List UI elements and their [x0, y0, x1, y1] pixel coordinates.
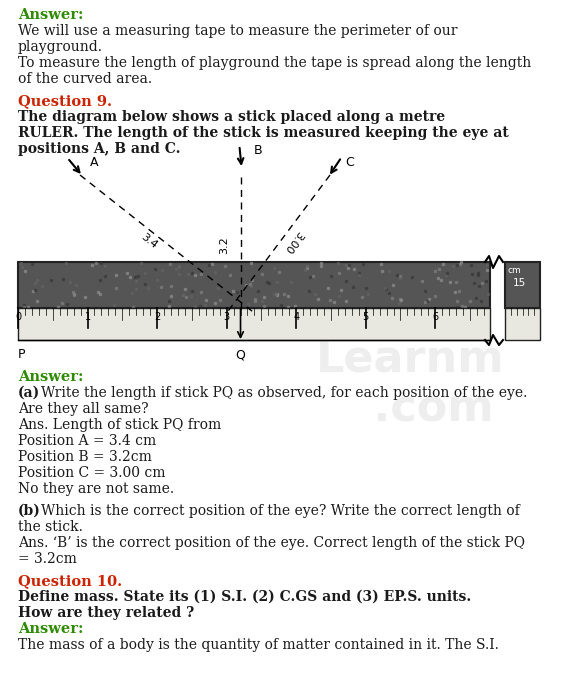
Text: 2: 2 [154, 312, 160, 322]
Text: C: C [345, 156, 355, 170]
Text: RULER. The length of the stick is measured keeping the eye at: RULER. The length of the stick is measur… [18, 126, 509, 140]
Text: A: A [89, 156, 98, 170]
Text: Question 10.: Question 10. [18, 574, 122, 588]
Text: Learnm
   .com: Learnm .com [316, 338, 504, 430]
Text: Which is the correct position of the eye? Write the correct length of: Which is the correct position of the eye… [41, 504, 520, 518]
Text: 3.00: 3.00 [282, 229, 305, 254]
Text: Write the length if stick PQ as observed, for each position of the eye.: Write the length if stick PQ as observed… [41, 386, 527, 400]
Text: cm: cm [508, 266, 522, 275]
Text: positions A, B and C.: positions A, B and C. [18, 142, 181, 156]
Text: 6: 6 [432, 312, 438, 322]
Text: 0: 0 [15, 312, 21, 322]
Text: 3.4: 3.4 [139, 232, 159, 251]
Text: Question 9.: Question 9. [18, 94, 112, 108]
Text: Q: Q [235, 348, 246, 361]
Text: Are they all same?: Are they all same? [18, 402, 149, 416]
Bar [505, 262, 540, 308]
Text: Ans. ‘B’ is the correct position of the eye. Correct length of the stick PQ: Ans. ‘B’ is the correct position of the … [18, 536, 525, 550]
Text: B: B [254, 144, 263, 156]
Text: No they are not same.: No they are not same. [18, 482, 174, 496]
Text: Answer:: Answer: [18, 370, 83, 384]
Text: Ans. Length of stick PQ from: Ans. Length of stick PQ from [18, 418, 221, 432]
Text: 3: 3 [223, 312, 230, 322]
Bar [18, 308, 490, 340]
Text: Answer:: Answer: [18, 622, 83, 636]
Text: Position B = 3.2cm: Position B = 3.2cm [18, 450, 152, 464]
Text: To measure the length of playground the tape is spread along the length: To measure the length of playground the … [18, 56, 531, 70]
Text: Define mass. State its (1) S.I. (2) C.GS and (3) EP.S. units.: Define mass. State its (1) S.I. (2) C.GS… [18, 590, 471, 604]
Text: the stick.: the stick. [18, 520, 83, 534]
Text: We will use a measuring tape to measure the perimeter of our: We will use a measuring tape to measure … [18, 24, 458, 38]
Text: of the curved area.: of the curved area. [18, 72, 152, 86]
Text: Answer:: Answer: [18, 8, 83, 22]
Text: P: P [18, 348, 26, 361]
Bar [18, 262, 490, 308]
Text: 15: 15 [513, 278, 526, 288]
Text: 4: 4 [293, 312, 299, 322]
Bar [505, 308, 540, 340]
Text: (b): (b) [18, 504, 41, 518]
Text: 3.2: 3.2 [219, 236, 230, 254]
Text: 5: 5 [363, 312, 369, 322]
Text: The mass of a body is the quantity of matter contained in it. The S.I.: The mass of a body is the quantity of ma… [18, 638, 499, 652]
Text: (a): (a) [18, 386, 40, 400]
Text: Position A = 3.4 cm: Position A = 3.4 cm [18, 434, 156, 448]
Text: How are they related ?: How are they related ? [18, 606, 194, 620]
Text: Position C = 3.00 cm: Position C = 3.00 cm [18, 466, 165, 480]
Text: playground.: playground. [18, 40, 103, 54]
Text: The diagram below shows a stick placed along a metre: The diagram below shows a stick placed a… [18, 110, 445, 124]
Text: = 3.2cm: = 3.2cm [18, 552, 77, 566]
Text: 1: 1 [84, 312, 91, 322]
